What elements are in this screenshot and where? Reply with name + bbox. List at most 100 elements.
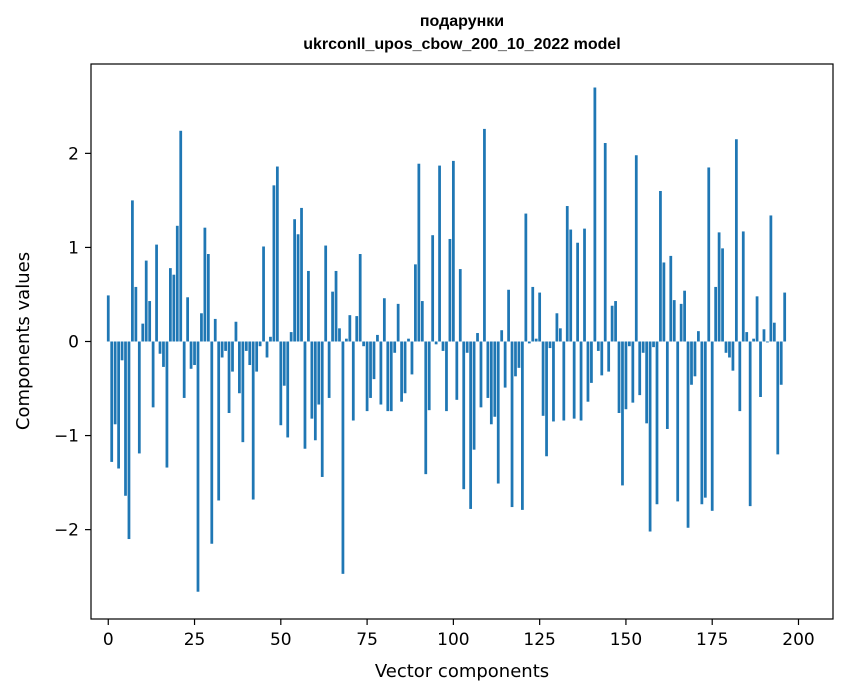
bar-87 [407,338,410,342]
bar-47 [269,336,272,342]
bar-50 [279,341,283,426]
bar-124 [534,338,538,342]
y-tick-label: 0 [68,333,79,353]
bar-146 [610,305,614,342]
bar-136 [576,242,579,342]
bar-67 [338,328,341,342]
bar-169 [690,341,693,385]
bar-44 [258,341,262,347]
bar-164 [672,300,676,342]
bar-127 [545,341,548,457]
bar-111 [489,341,493,425]
bar-31 [213,318,217,342]
bar-98 [445,341,448,412]
bar-106 [472,341,476,450]
bar-107 [476,333,479,342]
chart-title: подарунки [419,13,505,30]
bar-126 [541,341,545,416]
bar-118 [514,341,517,377]
bar-188 [755,296,759,342]
bar-8 [134,286,138,342]
bar-78 [376,334,379,342]
bar-185 [745,332,749,342]
bar-153 [634,155,638,342]
bar-53 [289,332,293,342]
bar-145 [607,341,611,372]
bar-45 [262,246,265,342]
bar-141 [593,87,597,342]
bar-34 [224,341,227,351]
bar-21 [179,130,183,342]
bar-37 [234,321,238,342]
bar-167 [683,290,686,342]
bar-129 [552,341,555,422]
bar-85 [400,341,403,402]
bar-32 [217,341,221,501]
bar-71 [351,341,355,421]
y-axis-label: Components values [13,252,34,430]
bar-110 [486,341,490,398]
bar-46 [265,341,269,358]
bar-58 [307,270,310,342]
bar-49 [275,166,279,342]
bar-147 [614,301,617,342]
bar-130 [555,313,559,342]
bar-7 [131,200,134,342]
bar-186 [748,341,752,507]
bar-132 [562,341,566,421]
bar-81 [386,341,390,412]
bar-24 [189,341,193,369]
bar-172 [700,341,704,505]
bar-105 [469,341,473,509]
bars [106,87,787,592]
bar-39 [241,341,245,443]
bar-26 [196,341,200,592]
bar-121 [524,213,528,342]
bar-83 [393,341,397,353]
bar-187 [752,338,755,342]
bar-139 [586,341,590,402]
bar-175 [710,341,714,511]
bar-173 [703,341,707,498]
bar-23 [186,297,190,342]
bar-56 [300,207,303,342]
bar-35 [227,341,231,413]
bar-158 [652,341,655,348]
bar-115 [503,341,507,388]
bar-95 [434,341,438,345]
bar-180 [728,341,731,358]
bar-135 [572,341,576,419]
bar-156 [645,341,649,424]
bar-99 [448,238,452,342]
bar-30 [210,341,214,544]
bar-2 [113,341,117,425]
bar-100 [451,160,455,342]
bar-57 [303,341,307,449]
bar-52 [286,341,290,438]
bar-163 [669,255,673,342]
bar-166 [679,303,683,342]
bar-63 [324,245,328,342]
bar-1 [110,341,114,462]
bar-138 [583,228,586,342]
bar-79 [379,341,383,405]
x-tick-label: 0 [103,630,114,650]
x-tick-label: 50 [270,630,292,650]
bar-104 [465,341,469,353]
bar-134 [569,229,573,342]
bar-183 [738,341,742,412]
bar-55 [296,234,300,342]
bar-77 [372,341,376,380]
y-tick-label: −1 [54,427,79,447]
x-tick-label: 175 [696,630,728,650]
bar-68 [341,341,345,574]
bar-92 [424,341,428,475]
bar-94 [431,235,435,342]
bar-84 [396,303,400,342]
bar-150 [624,341,628,410]
bar-89 [414,264,417,342]
bar-120 [521,341,524,510]
bar-113 [496,341,500,484]
bar-191 [766,341,769,343]
